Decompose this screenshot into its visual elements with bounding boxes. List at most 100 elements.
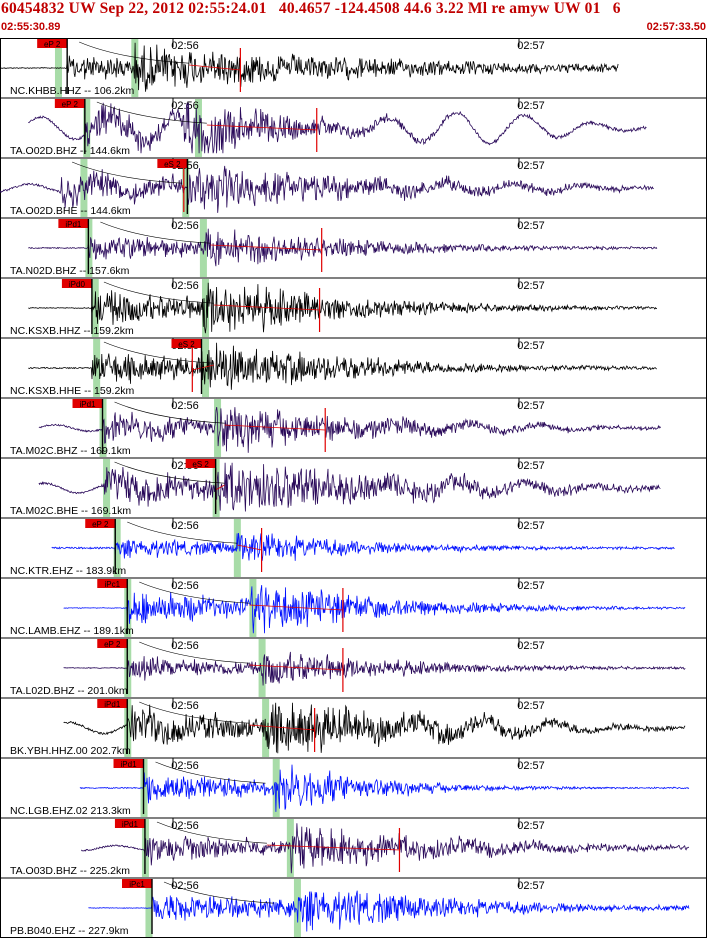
waveform bbox=[88, 890, 690, 932]
travel-time-curve bbox=[127, 521, 238, 544]
header: 60454832 UW Sep 22, 2012 02:55:24.01 40.… bbox=[0, 0, 707, 38]
phase-pick-label: eP 2 bbox=[44, 40, 61, 49]
phase-pick-flag bbox=[185, 459, 216, 468]
waveform bbox=[28, 102, 647, 154]
time-tick-label: 02:57 bbox=[517, 520, 545, 532]
time-tick-label: 02:57 bbox=[517, 880, 545, 892]
time-tick-label: 02:57 bbox=[517, 220, 545, 232]
trace-row: 02:56 02:57 eP 2 TA.L02D.BHZ -- 201.0km bbox=[0, 637, 707, 697]
phase-pick-flag bbox=[113, 759, 144, 768]
time-tick-label: 02:56 bbox=[171, 100, 199, 112]
phase-pick-label: eS 2 bbox=[178, 340, 195, 349]
phase-pick-flag bbox=[85, 519, 116, 528]
trace-row: 02:56 02:57 iPd1 TA.O03D.BHZ -- 225.2km bbox=[0, 817, 707, 877]
phase-pick-flag bbox=[72, 399, 103, 408]
model-time-band bbox=[182, 159, 190, 217]
travel-time-curve bbox=[163, 881, 275, 904]
channel-label: TA.O03D.BHZ -- 225.2km bbox=[10, 865, 130, 877]
phase-pick-label: iPd1 bbox=[121, 760, 138, 769]
channel-label: TA.M02C.BHZ -- 169.1km bbox=[10, 445, 131, 457]
channel-label: PB.B040.EHZ -- 227.9km bbox=[10, 925, 129, 937]
phase-pick-label: iPd1 bbox=[104, 700, 121, 709]
waveform bbox=[80, 823, 690, 874]
time-tick-label: 02:56 bbox=[171, 40, 199, 52]
travel-time-curve bbox=[103, 281, 214, 304]
time-tick-label: 02:57 bbox=[517, 280, 545, 292]
channel-label: NC.KHBB.HHZ -- 106.2km bbox=[10, 85, 135, 97]
channel-label: NC.LGB.EHZ.02 213.3km bbox=[10, 805, 131, 817]
phase-pick-label: iPd0 bbox=[69, 280, 86, 289]
phase-pick-flag bbox=[37, 39, 68, 48]
waveform bbox=[51, 532, 675, 561]
model-time-band bbox=[233, 519, 241, 577]
travel-time-curve bbox=[79, 41, 190, 64]
phase-pick-label: eS 2 bbox=[192, 460, 209, 469]
channel-label: NC.LAMB.EHZ -- 189.1km bbox=[10, 625, 134, 637]
phase-pick-label: eP 2 bbox=[62, 100, 79, 109]
time-tick-label: 02:56 bbox=[171, 280, 199, 292]
model-time-band bbox=[202, 279, 210, 337]
waveform bbox=[28, 342, 657, 390]
phase-pick-flag bbox=[61, 279, 92, 288]
travel-time-curve bbox=[156, 821, 267, 844]
time-tick-label: 02:57 bbox=[517, 700, 545, 712]
phase-pick-label: eS 2 bbox=[164, 160, 181, 169]
phase-pick-label: iPc1 bbox=[129, 880, 145, 889]
waveform bbox=[79, 764, 690, 812]
travel-time-curve bbox=[103, 341, 214, 364]
waveform bbox=[38, 462, 661, 512]
waveform bbox=[38, 407, 661, 453]
phase-pick-flag bbox=[97, 639, 128, 648]
time-tick-label: 02:56 bbox=[171, 760, 199, 772]
start-time: 02:55:30.89 bbox=[1, 21, 61, 33]
time-tick-label: 02:57 bbox=[517, 160, 545, 172]
time-tick-label: 02:56 bbox=[171, 640, 199, 652]
trace-row: 02:56 02:57 eP 2 TA.O02D.BHZ -- 144.6km bbox=[0, 97, 707, 157]
travel-time-curve bbox=[71, 161, 183, 184]
time-tick-label: 02:57 bbox=[517, 100, 545, 112]
time-tick-label: 02:56 bbox=[171, 700, 199, 712]
phase-pick-flag bbox=[97, 579, 128, 588]
end-time: 02:57:33.50 bbox=[646, 21, 706, 33]
trace-row: 02:56 02:57 iPd1 BK.YBH.HHZ.00 202.7km bbox=[0, 697, 707, 757]
waveform bbox=[28, 282, 658, 334]
model-time-band bbox=[249, 579, 257, 637]
channel-label: TA.O02D.BHE -- 144.6km bbox=[10, 205, 131, 217]
phase-pick-flag bbox=[114, 819, 145, 828]
model-time-band bbox=[91, 279, 99, 337]
trace-row: 02:56 02:57 eP 2 NC.KTR.EHZ -- 183.9km bbox=[0, 517, 707, 577]
time-tick-label: 02:57 bbox=[517, 580, 545, 592]
time-tick-label: 02:57 bbox=[517, 400, 545, 412]
time-tick-label: 02:57 bbox=[517, 460, 545, 472]
waveform bbox=[63, 651, 686, 686]
amplitude-window bbox=[210, 244, 322, 251]
phase-pick-flag bbox=[58, 219, 89, 228]
channel-label: TA.M02C.BHE -- 169.1km bbox=[10, 505, 131, 517]
travel-time-curve bbox=[100, 221, 211, 244]
phase-pick-flag bbox=[157, 159, 188, 168]
amplitude-window bbox=[192, 364, 215, 371]
trace-row: 02:56 02:57 iPd1 NC.LGB.EHZ.02 213.3km bbox=[0, 757, 707, 817]
channel-label: NC.KSXB.HHZ -- 159.2km bbox=[10, 325, 134, 337]
waveform bbox=[0, 42, 619, 92]
amplitude-window bbox=[266, 844, 400, 851]
phase-pick-label: iPd1 bbox=[65, 220, 82, 229]
time-tick-label: 02:56 bbox=[171, 520, 199, 532]
trace-row: 02:56 02:57 eP 2 NC.KHBB.HHZ -- 106.2km bbox=[0, 38, 619, 97]
model-time-band bbox=[293, 879, 301, 937]
travel-time-curve bbox=[114, 401, 225, 424]
trace-row: 02:56 02:57 iPd0 NC.KSXB.HHZ -- 159.2km bbox=[0, 277, 707, 337]
amplitude-window bbox=[206, 124, 317, 131]
waveform bbox=[28, 228, 658, 267]
phase-pick-label: iPc1 bbox=[104, 580, 120, 589]
time-tick-label: 02:56 bbox=[171, 820, 199, 832]
waveform bbox=[63, 585, 686, 634]
channel-label: TA.O02D.BHZ -- 144.6km bbox=[10, 145, 130, 157]
phase-pick-label: iPd1 bbox=[122, 820, 139, 829]
amplitude-window bbox=[215, 484, 225, 491]
model-time-band bbox=[258, 639, 266, 697]
trace-row: 02:56 02:57 iPc1 NC.LAMB.EHZ -- 189.1km bbox=[0, 577, 707, 637]
